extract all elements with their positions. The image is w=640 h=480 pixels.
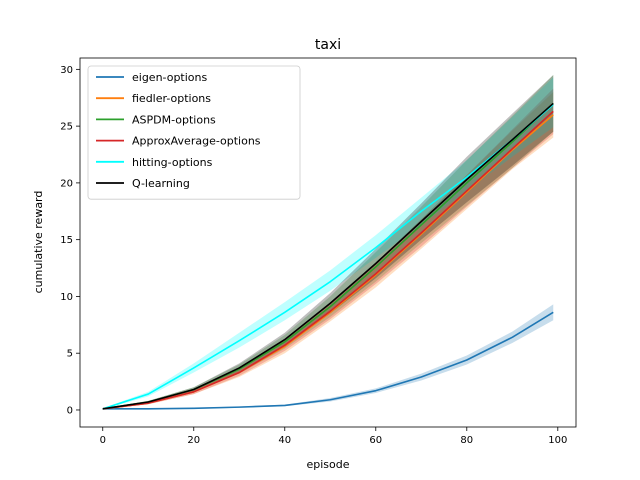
y-tick-label: 30 — [60, 65, 73, 76]
x-tick-label: 80 — [460, 435, 473, 446]
legend-box — [87, 65, 301, 200]
line-approxaverage-options — [102, 110, 554, 410]
y-tick-label: 5 — [67, 349, 73, 360]
x-axis-label: episode — [306, 458, 349, 471]
y-tick-label: 0 — [67, 405, 73, 416]
plot-frame — [79, 57, 577, 428]
legend: eigen-options fiedler-options ASPDM-option… — [87, 65, 301, 200]
x-tick-label: 20 — [187, 435, 200, 446]
y-tick-label: 25 — [60, 122, 73, 133]
line-eigen-options — [102, 311, 554, 410]
x-tick-label: 40 — [278, 435, 291, 446]
legend-label-aspdm-options: ASPDM-options — [132, 113, 216, 126]
x-axis-ticks: 0 20 40 60 80 100 — [100, 427, 567, 446]
legend-label-eigen-options: eigen-options — [132, 71, 208, 84]
x-tick-label: 0 — [100, 435, 106, 446]
y-axis-label: cumulative reward — [32, 191, 45, 294]
legend-label-approxaverage-options: ApproxAverage-options — [132, 135, 261, 148]
legend-label-fiedler-options: fiedler-options — [132, 92, 211, 105]
chart-title: taxi — [315, 37, 341, 53]
legend-label-hitting-options: hitting-options — [132, 156, 213, 169]
y-axis-ticks: 0 5 10 15 20 25 30 — [60, 65, 80, 416]
y-tick-label: 15 — [60, 235, 73, 246]
x-tick-label: 100 — [548, 435, 567, 446]
y-tick-label: 10 — [60, 292, 73, 303]
legend-label-q-learning: Q-learning — [132, 177, 190, 190]
line-hitting-options — [102, 103, 554, 410]
x-tick-label: 60 — [369, 435, 382, 446]
series-lines — [102, 102, 554, 410]
line-q-learning — [102, 102, 554, 410]
y-tick-label: 20 — [60, 178, 73, 189]
